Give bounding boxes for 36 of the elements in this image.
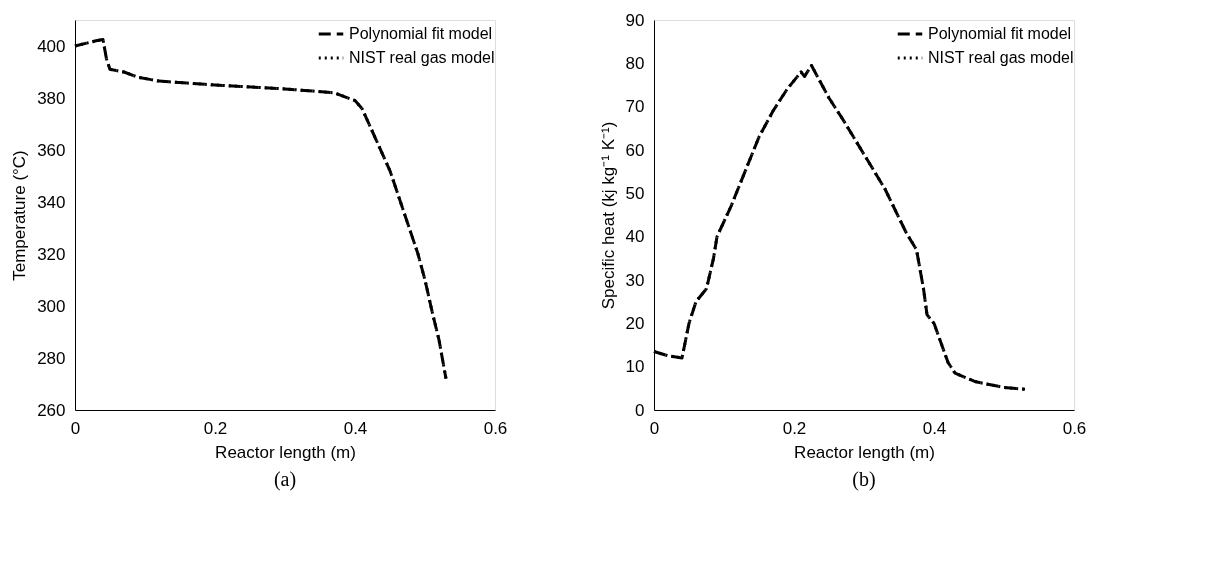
text: (a) [273, 468, 297, 491]
y-tick-label: 300 [37, 296, 66, 316]
y-tick-label: 40 [625, 227, 645, 247]
x-tick-label: 0.4 [922, 418, 947, 438]
legend-label: NIST real gas model [349, 49, 495, 66]
x-tick-label: 0.6 [483, 418, 508, 438]
y-axis-title: Specific heat (kj kg⁻¹ K⁻¹) [598, 121, 618, 310]
y-tick-label: 60 [625, 140, 645, 160]
y-tick-label: 340 [37, 192, 66, 212]
x-axis-title: Reactor length (m) [794, 442, 935, 462]
x-tick-label: 0.2 [203, 418, 228, 438]
y-tick-label: 10 [625, 357, 645, 377]
x-axis-title: Reactor length (m) [215, 442, 356, 462]
x-tick-label: 0 [70, 418, 81, 438]
y-tick-label: 280 [37, 348, 66, 368]
x-tick-label: 0.6 [1062, 418, 1087, 438]
x-tick-label: 0 [649, 418, 660, 438]
y-tick-label: 50 [625, 183, 645, 203]
y-tick-label: 80 [625, 53, 645, 73]
y-axis-title: Temperature (°C) [10, 150, 30, 281]
x-tick-label: 0.4 [343, 418, 368, 438]
y-tick-label: 380 [37, 88, 66, 108]
y-tick-label: 320 [37, 244, 66, 264]
x-tick-label: 0.2 [782, 418, 807, 438]
y-tick-label: 400 [37, 36, 66, 56]
y-tick-label: 260 [37, 400, 66, 420]
y-tick-label: 20 [625, 313, 645, 333]
y-tick-label: 0 [635, 400, 645, 420]
legend-label: Polynomial fit model [928, 25, 1072, 42]
y-tick-label: 30 [625, 270, 645, 290]
y-tick-label: 90 [625, 10, 645, 30]
legend-label: Polynomial fit model [349, 25, 493, 42]
text: (b) [852, 468, 876, 491]
y-tick-label: 70 [625, 97, 645, 117]
y-tick-label: 360 [37, 140, 66, 160]
legend-label: NIST real gas model [928, 49, 1074, 66]
